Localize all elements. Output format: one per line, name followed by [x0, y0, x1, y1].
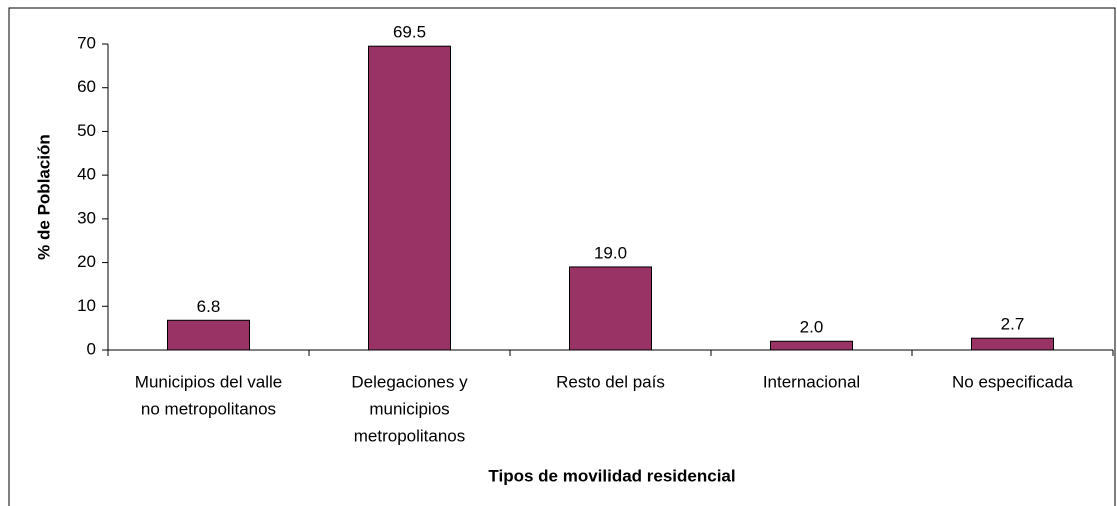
x-tick-label: No especificada — [952, 372, 1074, 391]
bar — [569, 266, 652, 351]
x-tick-label: Delegaciones y — [351, 372, 468, 391]
x-tick-label: no metropolitanos — [141, 399, 276, 418]
y-tick-label: 30 — [77, 208, 96, 227]
y-tick-label: 60 — [77, 77, 96, 96]
value-label: 2.0 — [800, 318, 824, 337]
y-tick-label: 0 — [87, 339, 96, 358]
x-tick-label-group: Delegaciones y municipios metropolitanos — [351, 372, 468, 445]
x-tick-label-group: No especificada — [952, 372, 1074, 391]
x-tick-label: Municipios del valle — [135, 372, 282, 391]
x-tick-label: Resto del país — [556, 372, 665, 391]
x-tick-label-group: Municipios del valle no metropolitanos — [135, 372, 282, 418]
value-label: 2.7 — [1001, 315, 1025, 334]
y-tick-label: 70 — [77, 33, 96, 52]
value-label: 19.0 — [594, 243, 627, 262]
x-tick-label-group: Internacional — [763, 372, 860, 391]
value-label: 69.5 — [393, 23, 426, 42]
y-tick-label: 40 — [77, 165, 96, 184]
x-tick-label: metropolitanos — [354, 426, 466, 445]
bar — [971, 337, 1054, 351]
x-tick-label-group: Resto del país — [556, 372, 665, 391]
y-tick-label: 20 — [77, 252, 96, 271]
x-tick-label: Internacional — [763, 372, 860, 391]
bar — [770, 340, 853, 351]
y-axis-label: % de Población — [34, 134, 53, 260]
bar — [368, 45, 451, 351]
y-tick-label: 10 — [77, 296, 96, 315]
x-axis-label: Tipos de movilidad residencial — [488, 466, 735, 485]
chart-frame — [8, 7, 1116, 506]
value-label: 6.8 — [197, 297, 221, 316]
y-tick-label: 50 — [77, 121, 96, 140]
x-tick-label: municipios — [369, 399, 449, 418]
bar — [167, 319, 250, 351]
